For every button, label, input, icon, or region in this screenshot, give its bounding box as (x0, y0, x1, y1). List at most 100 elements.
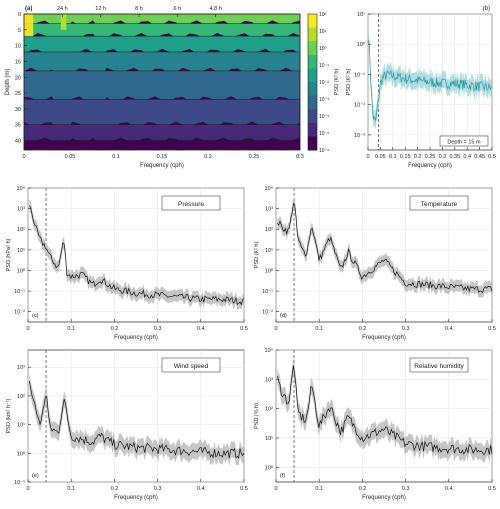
x-tick-label: 0.3 (154, 326, 162, 332)
top-tick-label: 24 h (57, 6, 68, 12)
x-tick-label: 0 (274, 486, 277, 492)
y-tick-label: 40 (15, 139, 21, 145)
y-tick-label: 10¹ (265, 436, 273, 442)
y-tick-label: 25 (15, 91, 21, 97)
x-tick-label: 0.15 (157, 154, 168, 160)
top-tick-label: 6 h (174, 6, 182, 12)
y-tick-label: 10⁻² (354, 103, 365, 109)
x-axis-label: Frequency (cph) (140, 163, 184, 169)
y-tick-label: 10¹ (17, 248, 25, 254)
x-tick-label: 0.1 (315, 486, 323, 492)
x-tick-label: 0.05 (65, 154, 76, 160)
x-tick-label: 0.3 (402, 486, 410, 492)
x-tick-label: 0.2 (204, 154, 212, 160)
top-tick-label: 12 h (95, 6, 106, 12)
x-axis-label: Frequency (cph) (362, 495, 406, 501)
confidence-band (277, 357, 492, 464)
colorbar-segment (308, 54, 317, 69)
panel-label: (a) (25, 6, 32, 12)
colorbar-tick-label: 10⁰ (319, 46, 327, 52)
colorbar-segment (308, 41, 317, 56)
x-tick-label: 0.5 (240, 326, 248, 332)
x-tick-label: 0.2 (414, 154, 422, 160)
x-tick-label: 0.1 (67, 326, 75, 332)
x-tick-label: 0.4 (463, 154, 471, 160)
confidence-band (29, 199, 244, 311)
y-tick-label: 10³ (17, 207, 25, 213)
x-tick-label: 0.3 (296, 154, 304, 160)
confidence-band (29, 372, 244, 467)
colorbar-tick-label: 10² (319, 12, 327, 18)
x-tick-label: 0.3 (439, 154, 447, 160)
psd-curve (368, 40, 493, 122)
y-tick-label: 10 (15, 44, 21, 50)
y-tick-label: 10⁻¹ (14, 480, 25, 486)
y-tick-label: 20 (15, 75, 21, 81)
x-tick-label: 0.5 (488, 154, 496, 160)
x-tick-label: 0.4 (197, 486, 205, 492)
x-tick-label: 0.2 (111, 326, 119, 332)
panel-label: (d) (280, 313, 287, 319)
y-tick-label: 10⁴ (265, 185, 274, 192)
x-tick-label: 0.2 (359, 326, 367, 332)
y-tick-label: 10² (17, 227, 25, 233)
y-tick-label: 10² (265, 227, 273, 233)
colorbar-segment (308, 95, 317, 110)
x-tick-label: 0 (26, 486, 29, 492)
y-tick-label: 10⁻³ (354, 133, 365, 139)
x-tick-label: 0.4 (197, 326, 205, 332)
x-tick-label: 0.1 (67, 486, 75, 492)
x-tick-label: 0 (366, 154, 369, 160)
x-tick-label: 0.15 (400, 154, 411, 160)
x-tick-label: 0.3 (154, 486, 162, 492)
y-tick-label: 10⁻¹ (262, 289, 273, 295)
panel-label: (e) (32, 473, 39, 479)
variable-label: Temperature (421, 201, 458, 208)
psd-curve (28, 380, 245, 459)
heatmap-hotspot (60, 14, 67, 30)
top-tick-label: 4.8 h (210, 6, 222, 12)
y-tick-label: 10⁴ (265, 347, 274, 354)
y-axis-label: PSD (% h) (254, 403, 260, 429)
x-tick-label: 0.35 (449, 154, 460, 160)
variable-label: Relative humidity (414, 363, 464, 370)
variable-label-box (409, 195, 469, 211)
y-axis-label: PSD (K² h) (254, 242, 260, 269)
colorbar-segment (308, 27, 317, 42)
y-tick-label: 10³ (265, 207, 273, 213)
x-tick-label: 0.25 (425, 154, 436, 160)
x-axis-label: Frequency (cph) (114, 335, 158, 341)
heatmap-hotspot (24, 14, 34, 37)
psd-curve (29, 205, 245, 306)
colorbar-segment (308, 82, 317, 97)
colorbar-tick-label: 10⁻⁵ (319, 131, 329, 137)
colorbar-frame (307, 13, 318, 151)
colorbar-tick-label: 10⁻⁴ (319, 114, 329, 120)
x-tick-label: 0.45 (474, 154, 485, 160)
colorbar-tick-label: 10⁻¹ (319, 63, 329, 69)
x-tick-label: 0.4 (445, 486, 453, 492)
variable-label-box (161, 195, 221, 211)
colorbar-segment (308, 14, 317, 29)
x-tick-label: 0.5 (240, 486, 248, 492)
y-tick-label: 10⁻¹ (354, 72, 365, 78)
colorbar-tick-label: 10¹ (319, 29, 327, 35)
y-tick-label: 10⁻¹ (14, 289, 25, 295)
confidence-band (277, 197, 492, 299)
x-tick-label: 0 (274, 326, 277, 332)
top-tick-label: 8 h (135, 6, 143, 12)
y-tick-label: 10³ (17, 365, 25, 371)
y-tick-label: 10⁰ (17, 267, 26, 274)
x-tick-label: 0.3 (402, 326, 410, 332)
colorbar-tick-label: 10⁻³ (319, 97, 329, 103)
colorbar-segment (308, 122, 317, 137)
psd-curve (276, 365, 493, 456)
annotation-box (439, 135, 489, 147)
y-tick-label: 10³ (265, 377, 273, 383)
x-tick-label: 0.2 (359, 486, 367, 492)
y-tick-label: 10² (265, 407, 273, 413)
y-tick-label: 10⁰ (265, 464, 274, 471)
y-tick-label: 10¹ (17, 423, 25, 429)
y-tick-label: 10⁰ (17, 450, 26, 457)
